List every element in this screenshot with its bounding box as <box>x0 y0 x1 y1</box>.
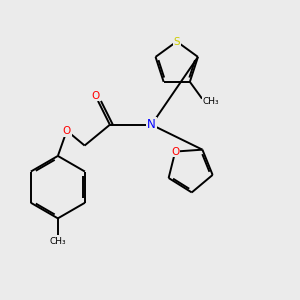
Text: S: S <box>173 37 180 46</box>
Text: CH₃: CH₃ <box>203 97 219 106</box>
Text: O: O <box>171 147 179 157</box>
Text: N: N <box>147 118 156 131</box>
Text: CH₃: CH₃ <box>50 237 66 246</box>
Text: O: O <box>92 91 100 100</box>
Text: O: O <box>63 126 71 136</box>
